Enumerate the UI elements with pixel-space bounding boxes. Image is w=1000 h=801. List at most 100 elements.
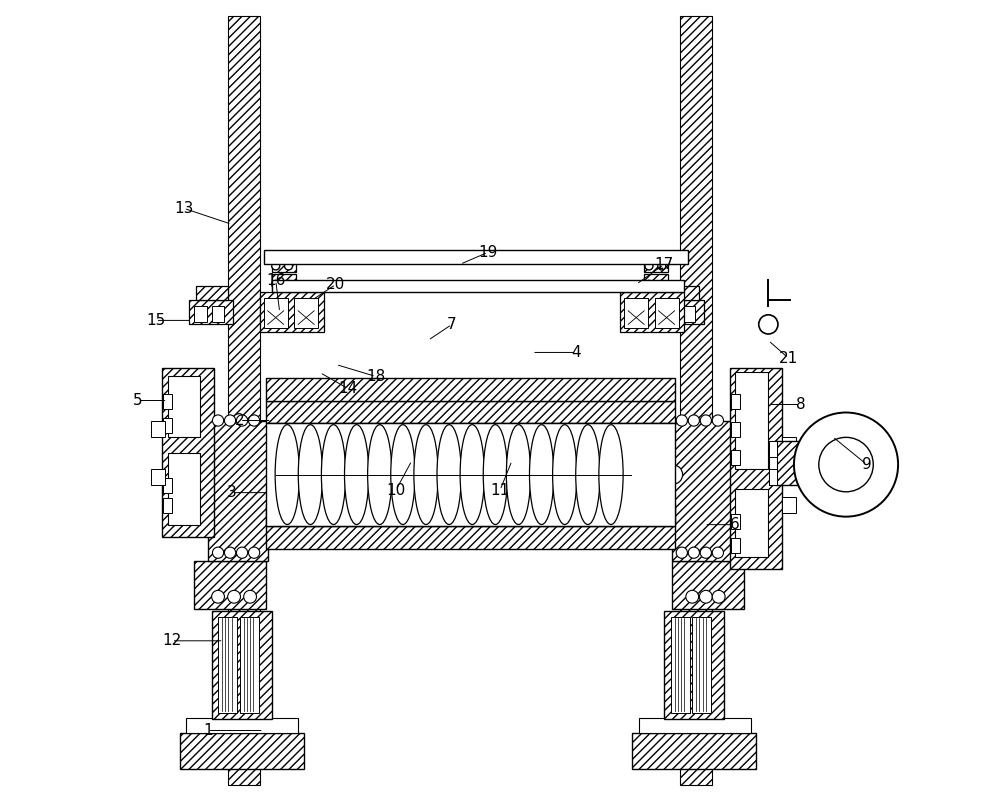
Circle shape <box>645 262 653 270</box>
Bar <box>664 306 677 322</box>
Bar <box>731 450 740 465</box>
Bar <box>266 378 675 400</box>
Circle shape <box>688 415 699 426</box>
Bar <box>208 421 268 561</box>
Bar <box>266 423 675 526</box>
Bar <box>644 274 668 290</box>
Bar <box>799 451 807 478</box>
Bar <box>639 718 751 733</box>
Circle shape <box>224 415 236 426</box>
Bar <box>731 394 740 409</box>
Bar <box>240 617 259 713</box>
Ellipse shape <box>553 425 577 525</box>
Ellipse shape <box>391 425 415 525</box>
Bar <box>644 255 668 272</box>
Circle shape <box>248 415 260 426</box>
Bar <box>294 298 318 328</box>
Bar <box>769 441 777 457</box>
Bar <box>731 514 740 529</box>
Ellipse shape <box>437 425 461 525</box>
Text: 21: 21 <box>779 351 798 365</box>
Text: 11: 11 <box>490 483 510 497</box>
Ellipse shape <box>460 425 484 525</box>
Text: 7: 7 <box>447 317 457 332</box>
Bar <box>664 611 724 719</box>
Bar <box>655 298 679 328</box>
Circle shape <box>236 415 248 426</box>
Bar <box>163 418 172 433</box>
Circle shape <box>712 415 723 426</box>
Circle shape <box>676 547 687 558</box>
Bar <box>212 611 272 719</box>
Bar <box>186 718 298 733</box>
Circle shape <box>248 547 260 558</box>
Circle shape <box>700 547 711 558</box>
Bar <box>151 421 165 437</box>
Bar <box>660 300 704 324</box>
Circle shape <box>272 262 280 270</box>
Bar <box>735 372 768 469</box>
Circle shape <box>676 415 687 426</box>
Bar <box>163 498 172 513</box>
Bar <box>672 421 732 561</box>
Text: 6: 6 <box>730 517 740 532</box>
Circle shape <box>212 590 224 603</box>
Text: 4: 4 <box>571 345 581 360</box>
Text: 8: 8 <box>796 397 805 412</box>
Circle shape <box>819 437 873 492</box>
Bar <box>782 437 796 453</box>
Circle shape <box>658 280 666 288</box>
Ellipse shape <box>298 425 323 525</box>
Bar <box>266 526 675 549</box>
Circle shape <box>212 415 224 426</box>
Bar <box>196 286 228 300</box>
Text: 10: 10 <box>386 483 405 497</box>
Circle shape <box>212 547 224 558</box>
Bar <box>730 368 782 569</box>
Bar <box>168 453 200 525</box>
Bar <box>260 292 324 332</box>
Circle shape <box>759 315 778 334</box>
Bar <box>782 497 796 513</box>
Circle shape <box>645 280 653 288</box>
Circle shape <box>688 547 699 558</box>
Bar <box>671 617 690 713</box>
Bar <box>769 469 777 485</box>
Text: 17: 17 <box>655 257 674 272</box>
Circle shape <box>236 547 248 558</box>
Bar <box>212 306 224 322</box>
Bar <box>194 306 207 322</box>
Circle shape <box>794 413 898 517</box>
Bar <box>769 441 777 485</box>
Circle shape <box>712 547 723 558</box>
Bar <box>162 368 214 537</box>
Circle shape <box>700 415 711 426</box>
Text: 2: 2 <box>235 413 244 428</box>
Bar <box>272 274 296 290</box>
Bar <box>620 292 684 332</box>
Text: 1: 1 <box>203 723 212 738</box>
Circle shape <box>228 590 240 603</box>
Circle shape <box>285 280 293 288</box>
Bar <box>735 489 768 557</box>
Bar <box>218 617 237 713</box>
Bar <box>775 441 799 485</box>
Circle shape <box>272 280 280 288</box>
Bar <box>180 733 304 769</box>
Circle shape <box>712 590 725 603</box>
Ellipse shape <box>506 425 531 525</box>
Bar <box>228 16 260 785</box>
Bar <box>731 422 740 437</box>
Circle shape <box>658 262 666 270</box>
Bar <box>672 561 744 609</box>
Ellipse shape <box>529 425 554 525</box>
Ellipse shape <box>345 425 369 525</box>
Ellipse shape <box>576 425 600 525</box>
Ellipse shape <box>275 425 299 525</box>
Bar <box>194 561 266 609</box>
Circle shape <box>224 547 236 558</box>
Text: 20: 20 <box>326 277 345 292</box>
Bar <box>272 255 296 272</box>
Ellipse shape <box>599 425 623 525</box>
Bar <box>680 16 712 785</box>
